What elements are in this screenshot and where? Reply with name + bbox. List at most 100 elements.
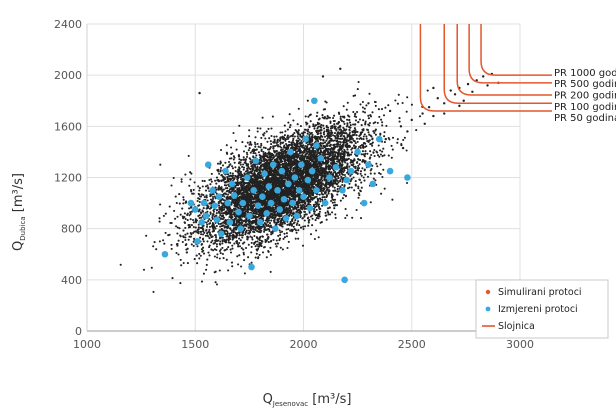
simulated-point	[204, 185, 208, 188]
simulated-point	[227, 160, 231, 164]
simulated-point	[223, 195, 226, 198]
simulated-point	[208, 225, 212, 228]
simulated-point	[256, 243, 259, 246]
simulated-point	[343, 193, 346, 196]
simulated-point	[335, 122, 339, 125]
simulated-point	[218, 211, 221, 214]
simulated-point	[356, 172, 359, 175]
simulated-point	[234, 189, 237, 192]
simulated-point	[250, 251, 253, 254]
simulated-point	[361, 167, 364, 170]
simulated-point	[245, 230, 248, 233]
simulated-point	[325, 101, 328, 104]
simulated-point	[208, 228, 211, 231]
simulated-point	[308, 114, 311, 117]
simulated-point	[200, 230, 203, 233]
simulated-point	[233, 161, 236, 164]
simulated-point	[329, 154, 332, 157]
simulated-point	[388, 138, 391, 141]
simulated-point	[198, 189, 201, 192]
simulated-point	[209, 198, 212, 201]
simulated-point	[273, 141, 276, 144]
simulated-point	[205, 228, 208, 231]
simulated-point	[308, 125, 311, 128]
simulated-point	[415, 129, 418, 132]
simulated-point	[341, 180, 344, 183]
simulated-point	[387, 154, 390, 157]
simulated-point	[227, 269, 230, 272]
simulated-point	[279, 131, 282, 134]
simulated-point	[338, 112, 341, 115]
simulated-point	[215, 283, 219, 286]
simulated-point	[183, 221, 187, 225]
simulated-point	[192, 188, 195, 191]
simulated-point	[287, 227, 290, 231]
simulated-point	[391, 198, 394, 201]
simulated-point	[284, 130, 287, 133]
simulated-point	[278, 239, 281, 242]
simulated-point	[233, 214, 236, 217]
y-tick-label: 1200	[54, 172, 82, 185]
simulated-point	[193, 258, 196, 261]
simulated-point	[346, 101, 349, 104]
simulated-point	[238, 245, 242, 248]
simulated-point	[227, 246, 230, 249]
simulated-point	[337, 177, 340, 180]
simulated-point	[269, 270, 272, 273]
simulated-point	[235, 148, 238, 151]
simulated-point	[396, 141, 399, 144]
simulated-point	[250, 241, 253, 244]
simulated-point	[249, 151, 252, 154]
simulated-point	[215, 248, 218, 252]
simulated-point	[242, 168, 245, 171]
simulated-point	[289, 211, 292, 214]
simulated-point	[194, 220, 197, 223]
simulated-point	[238, 241, 241, 245]
simulated-point	[363, 107, 366, 110]
simulated-point	[372, 177, 375, 180]
simulated-point	[207, 186, 210, 189]
simulated-point	[313, 197, 316, 200]
y-tick-label: 800	[61, 223, 82, 236]
simulated-point	[260, 144, 263, 147]
simulated-point	[228, 175, 231, 178]
simulated-point	[190, 224, 193, 227]
simulated-point	[313, 212, 316, 215]
simulated-point	[216, 169, 219, 172]
simulated-point	[363, 168, 366, 171]
simulated-point	[221, 164, 225, 167]
simulated-point	[357, 185, 360, 188]
simulated-point	[227, 165, 230, 168]
simulated-point	[304, 225, 307, 228]
simulated-point	[256, 127, 259, 130]
simulated-point	[228, 215, 231, 219]
simulated-point	[201, 185, 204, 188]
simulated-point	[227, 193, 230, 196]
simulated-point	[284, 146, 287, 149]
simulated-point	[179, 213, 182, 216]
simulated-point	[311, 217, 314, 220]
simulated-point	[372, 151, 375, 154]
simulated-point	[354, 119, 358, 122]
simulated-point	[249, 160, 252, 163]
simulated-point	[348, 182, 351, 185]
simulated-point	[237, 263, 240, 266]
simulated-point	[303, 215, 306, 218]
simulated-point	[307, 128, 310, 131]
simulated-point	[226, 208, 229, 211]
simulated-point	[181, 240, 184, 244]
simulated-point	[214, 179, 217, 182]
simulated-point	[240, 247, 243, 250]
simulated-point	[245, 181, 248, 185]
simulated-point	[366, 128, 370, 132]
simulated-point	[177, 253, 180, 256]
simulated-point	[322, 124, 325, 127]
simulated-point	[268, 222, 272, 225]
simulated-point	[198, 252, 201, 255]
simulated-point	[320, 128, 323, 132]
simulated-point	[201, 210, 205, 213]
simulated-point	[230, 146, 233, 149]
simulated-point	[209, 195, 212, 198]
simulated-point	[258, 241, 261, 245]
simulated-point	[206, 232, 209, 235]
